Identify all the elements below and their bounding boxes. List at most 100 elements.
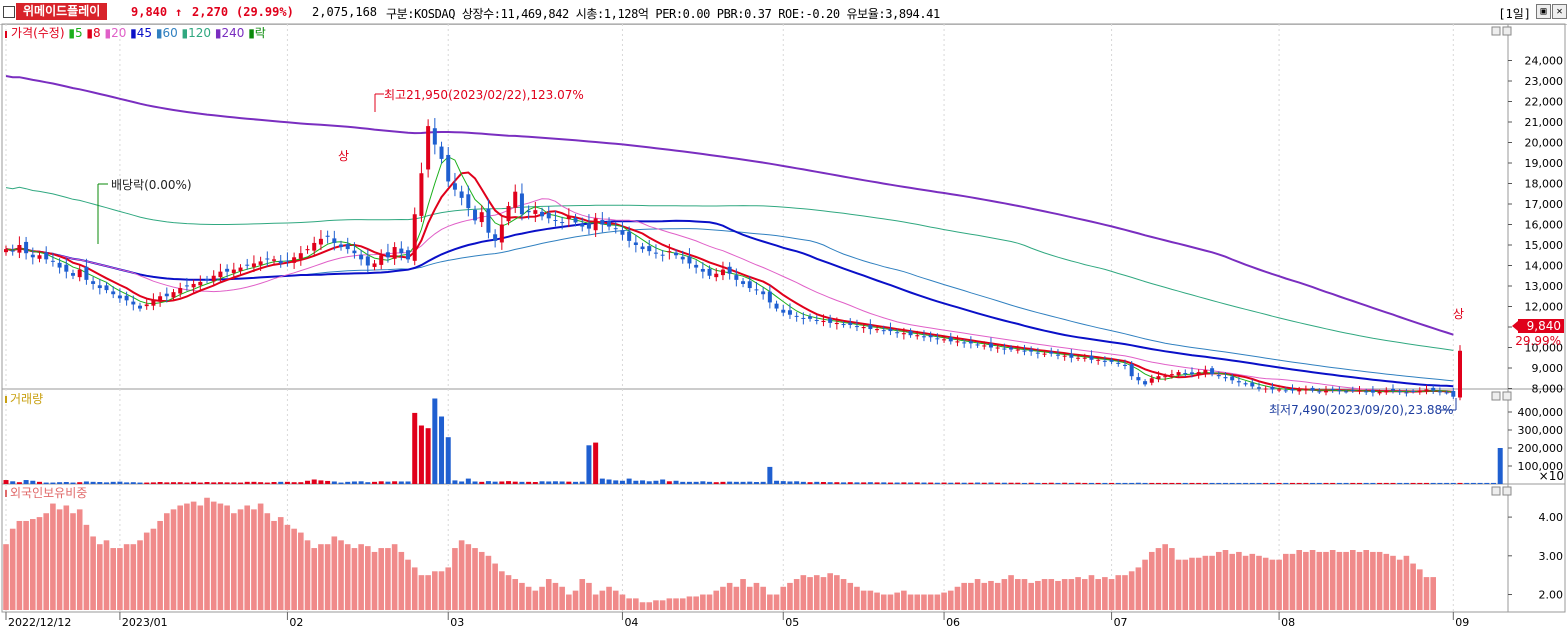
foreign-ratio-bar (1202, 555, 1209, 610)
candle-body (84, 266, 89, 280)
volume-bar (1155, 482, 1161, 484)
volume-bar (787, 481, 793, 484)
foreign-ratio-bar (432, 571, 438, 610)
foreign-ratio-bar (1403, 555, 1410, 610)
volume-bar (298, 482, 304, 484)
foreign-ratio-bar (733, 586, 740, 610)
candle-body (1250, 382, 1255, 387)
candle-body (533, 210, 538, 214)
foreign-ratio-bar (16, 520, 23, 610)
volume-bar (526, 481, 532, 484)
price-tick-label: 8,000 (1532, 383, 1564, 396)
candle-body (1458, 350, 1462, 398)
volume-bar (144, 482, 150, 484)
candle-body (71, 273, 76, 276)
volume-bar (177, 482, 183, 484)
candle-body (774, 303, 779, 309)
candle-body (1384, 390, 1389, 393)
foreign-ratio-bar (157, 520, 163, 610)
volume-bar (244, 481, 250, 484)
volume-bar (1075, 482, 1081, 484)
foreign-ratio-bar (1222, 550, 1229, 610)
volume-bar (1015, 482, 1021, 484)
volume-bar (1129, 482, 1135, 484)
foreign-ratio-bar (1189, 557, 1195, 610)
foreign-ratio-bar (1008, 575, 1014, 610)
volume-bar (1263, 482, 1269, 484)
candle-body (734, 275, 739, 280)
volume-bar (894, 482, 900, 484)
price-tick-label: 10,000 (1525, 342, 1564, 355)
volume-bar (586, 445, 592, 484)
candle-body (385, 252, 390, 258)
foreign-ratio-bar (1115, 575, 1122, 610)
volume-bar (901, 482, 907, 484)
foreign-ratio-bar (1035, 580, 1041, 610)
candle-body (10, 250, 15, 252)
foreign-ratio-bar (921, 594, 927, 610)
candle-body (218, 271, 223, 278)
volume-bar (3, 480, 9, 484)
foreign-ratio-bar (673, 598, 679, 610)
period-selector[interactable]: [1일] (1498, 7, 1531, 21)
candle-body (298, 253, 303, 259)
foreign-ratio-bar (30, 519, 36, 610)
candle-body (1203, 370, 1208, 374)
candle-body (479, 212, 484, 223)
foreign-ratio-bar (840, 579, 847, 610)
volume-bar (1055, 482, 1061, 484)
volume-bar (418, 425, 424, 484)
volume-bar (171, 482, 177, 484)
volume-bar (1477, 482, 1483, 484)
foreign-ratio-bar (639, 602, 646, 610)
foreign-ratio-bar (586, 582, 592, 610)
foreign-ratio-bar (411, 567, 418, 610)
price-legend-text: 가격(수정) ▮5 ▮8 ▮20 ▮45 ▮60 ▮120 ▮240 ▮락 (11, 26, 266, 40)
volume-bar (733, 481, 739, 484)
candle-body (104, 285, 109, 291)
select-checkbox[interactable] (3, 6, 15, 18)
volume-bar (77, 482, 83, 484)
candle-body (1444, 392, 1449, 394)
foreign-ratio-bar (1242, 555, 1249, 610)
candle-body (305, 249, 310, 251)
price-change: 2,270 (192, 5, 229, 19)
candle-body (1029, 349, 1034, 352)
volume-bar (1423, 482, 1429, 484)
volume-bar (506, 481, 512, 484)
limit-up-label: 상 (338, 149, 349, 163)
foreign-ratio-bar (686, 596, 693, 610)
volume-bar (774, 480, 780, 484)
foreign-ratio-bar (217, 503, 224, 610)
x-tick-label: 06 (946, 616, 960, 629)
candle-body (399, 248, 404, 254)
foreign-ratio-bar (653, 600, 659, 610)
volume-bar (291, 482, 297, 484)
volume-bar (579, 481, 585, 484)
candle-body (1189, 372, 1194, 375)
volume-bar (439, 416, 445, 484)
volume-value: 2,075,168 (312, 5, 378, 19)
foreign-ratio-bar (204, 497, 210, 610)
candle-body (787, 310, 792, 315)
candle-body (633, 242, 638, 245)
restore-icon[interactable]: ▣ (1536, 4, 1551, 19)
foreign-ratio-bar (83, 524, 90, 610)
candle-body (345, 243, 350, 250)
candle-body (1116, 362, 1121, 364)
foreign-ratio-bar (753, 582, 760, 610)
volume-bar (1082, 482, 1088, 484)
candle-body (1076, 357, 1081, 359)
volume-bar (1196, 482, 1202, 484)
foreign-ratio-bar (50, 503, 56, 610)
volume-bar (666, 481, 672, 484)
volume-bar (211, 482, 217, 484)
volume-bar (1484, 482, 1490, 484)
volume-bar (532, 482, 538, 484)
candle-body (57, 262, 62, 268)
volume-bar (1243, 482, 1249, 484)
foreign-ratio-bar (1142, 559, 1148, 610)
candle-body (761, 291, 766, 295)
candle-body (1129, 364, 1134, 377)
x-tick-label: 2022/12/12 (8, 616, 71, 629)
